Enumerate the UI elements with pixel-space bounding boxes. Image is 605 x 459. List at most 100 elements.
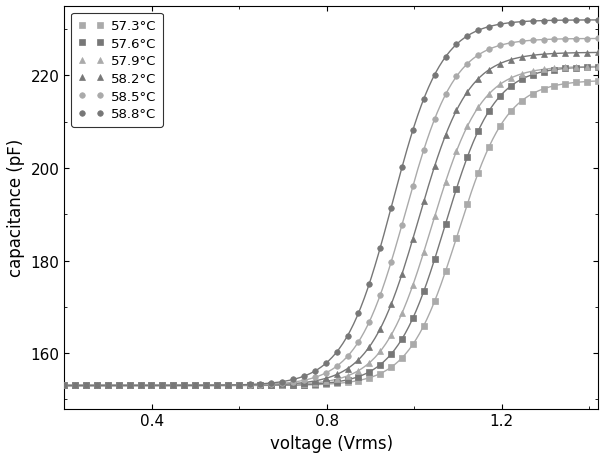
- 58.2°C: [311, 378, 318, 384]
- 58.5°C: [387, 260, 394, 265]
- 57.9°C: [104, 383, 111, 388]
- 58.8°C: [180, 383, 188, 388]
- 57.6°C: [387, 352, 394, 357]
- 58.5°C: [235, 382, 242, 388]
- 58.5°C: [518, 39, 526, 45]
- 57.9°C: [82, 383, 90, 388]
- 57.6°C: [485, 109, 492, 114]
- 58.2°C: [551, 51, 558, 57]
- 57.3°C: [431, 299, 438, 304]
- 58.5°C: [180, 383, 188, 388]
- 58.2°C: [82, 383, 90, 388]
- 58.8°C: [518, 20, 526, 25]
- Line: 58.8°C: 58.8°C: [62, 18, 601, 388]
- 57.6°C: [595, 65, 602, 70]
- 58.5°C: [355, 339, 362, 345]
- 58.2°C: [104, 383, 111, 388]
- 57.3°C: [137, 383, 144, 388]
- 58.5°C: [365, 319, 373, 325]
- 57.6°C: [93, 383, 100, 388]
- 57.6°C: [529, 73, 537, 78]
- 58.5°C: [344, 354, 351, 359]
- 58.2°C: [562, 51, 569, 56]
- Y-axis label: capacitance (pF): capacitance (pF): [7, 139, 25, 277]
- 58.8°C: [474, 28, 482, 34]
- 57.3°C: [235, 383, 242, 388]
- 58.5°C: [224, 383, 231, 388]
- 58.5°C: [322, 370, 329, 376]
- 58.2°C: [224, 383, 231, 388]
- 58.8°C: [224, 382, 231, 388]
- 58.5°C: [169, 383, 177, 388]
- 58.2°C: [376, 326, 384, 332]
- 58.5°C: [300, 378, 307, 383]
- 58.2°C: [60, 383, 68, 388]
- 57.9°C: [300, 381, 307, 387]
- 57.3°C: [409, 342, 416, 347]
- 57.6°C: [496, 94, 503, 100]
- 58.2°C: [289, 381, 296, 386]
- Line: 58.2°C: 58.2°C: [62, 50, 601, 388]
- 58.2°C: [595, 50, 602, 56]
- 58.5°C: [573, 37, 580, 42]
- 58.2°C: [573, 51, 580, 56]
- 57.3°C: [344, 380, 351, 385]
- 57.6°C: [202, 383, 209, 388]
- 58.8°C: [169, 383, 177, 388]
- 57.6°C: [463, 155, 471, 160]
- 57.6°C: [355, 374, 362, 380]
- 58.8°C: [344, 333, 351, 339]
- 58.8°C: [333, 350, 340, 355]
- 57.9°C: [573, 65, 580, 71]
- 58.8°C: [431, 73, 438, 78]
- 58.8°C: [60, 383, 68, 388]
- 58.8°C: [507, 21, 514, 26]
- 58.5°C: [409, 184, 416, 189]
- X-axis label: voltage (Vrms): voltage (Vrms): [270, 434, 393, 452]
- 58.8°C: [387, 206, 394, 211]
- 58.2°C: [365, 344, 373, 350]
- 58.8°C: [496, 22, 503, 28]
- 57.3°C: [115, 383, 122, 388]
- 57.9°C: [224, 383, 231, 388]
- Line: 58.5°C: 58.5°C: [62, 37, 601, 388]
- 57.6°C: [148, 383, 155, 388]
- 58.2°C: [322, 376, 329, 381]
- 57.6°C: [246, 383, 253, 388]
- 58.5°C: [93, 383, 100, 388]
- 58.8°C: [529, 19, 537, 25]
- 57.3°C: [398, 355, 405, 361]
- 57.9°C: [529, 69, 537, 75]
- 58.8°C: [409, 128, 416, 134]
- 57.6°C: [398, 336, 405, 342]
- 58.5°C: [431, 117, 438, 123]
- 57.3°C: [540, 87, 548, 92]
- 57.9°C: [355, 368, 362, 374]
- 58.5°C: [463, 62, 471, 67]
- 58.5°C: [246, 382, 253, 388]
- Line: 57.3°C: 57.3°C: [62, 79, 601, 388]
- 57.6°C: [573, 66, 580, 71]
- 58.5°C: [333, 364, 340, 369]
- 57.9°C: [333, 377, 340, 382]
- 57.3°C: [322, 381, 329, 387]
- 58.2°C: [496, 62, 503, 67]
- 58.5°C: [474, 53, 482, 59]
- 58.8°C: [442, 55, 449, 61]
- 57.6°C: [344, 377, 351, 383]
- 58.5°C: [595, 37, 602, 42]
- 58.2°C: [540, 52, 548, 58]
- 57.6°C: [213, 383, 220, 388]
- 57.6°C: [420, 289, 427, 294]
- 57.9°C: [431, 214, 438, 220]
- 57.6°C: [409, 316, 416, 321]
- 57.9°C: [387, 333, 394, 338]
- 57.9°C: [126, 383, 133, 388]
- 57.3°C: [551, 84, 558, 89]
- 58.8°C: [235, 382, 242, 388]
- 58.5°C: [159, 383, 166, 388]
- 57.9°C: [311, 381, 318, 386]
- 58.8°C: [115, 383, 122, 388]
- 58.8°C: [398, 165, 405, 171]
- 57.9°C: [442, 179, 449, 185]
